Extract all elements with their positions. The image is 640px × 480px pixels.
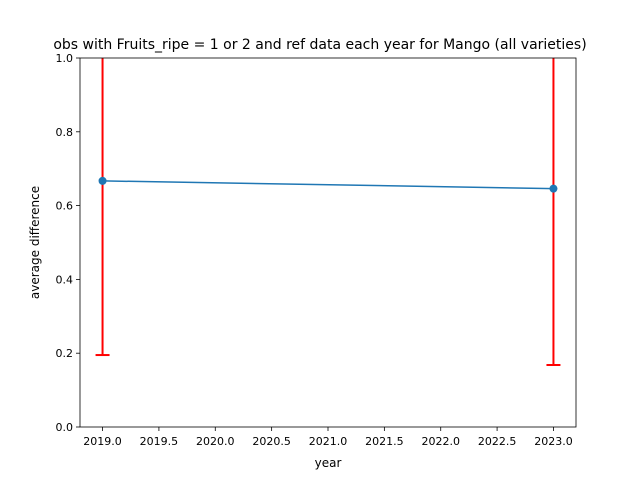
- plot-frame: [79, 57, 577, 428]
- plot-inner: [95, 58, 561, 367]
- x-tick-label-6: 2022.0: [421, 435, 460, 448]
- x-tick-label-8: 2023.0: [534, 435, 573, 448]
- x-tick-label-0: 2019.0: [83, 435, 122, 448]
- data-point-0-0: [98, 176, 107, 185]
- x-tick-label-5: 2021.5: [365, 435, 404, 448]
- y-tick-label-0: 0.0: [56, 421, 74, 434]
- y-axis: 0.0 0.2 0.4 0.6 0.8 1.0: [56, 52, 80, 434]
- x-axis: 2019.0 2019.5 2020.0 2020.5 2021.0 2021.5 2022…: [83, 427, 573, 448]
- x-axis-label: year: [315, 456, 342, 470]
- x-tick-label-2: 2020.0: [196, 435, 235, 448]
- series-line-0: [102, 180, 554, 190]
- y-tick-label-3: 0.6: [56, 200, 74, 213]
- x-tick-label-7: 2022.5: [478, 435, 517, 448]
- data-point-0-1: [549, 184, 558, 193]
- y-tick-label-4: 0.8: [56, 126, 74, 139]
- x-tick-label-3: 2020.5: [252, 435, 291, 448]
- x-tick-label-4: 2021.0: [309, 435, 348, 448]
- plot-area: [79, 57, 577, 428]
- y-tick-label-2: 0.4: [56, 273, 74, 286]
- x-tick-label-1: 2019.5: [140, 435, 179, 448]
- y-tick-label-1: 0.2: [56, 347, 74, 360]
- y-tick-label-5: 1.0: [56, 52, 74, 65]
- chart-title: obs with Fruits_ripe = 1 or 2 and ref da…: [53, 37, 586, 53]
- y-axis-label: average difference: [28, 186, 42, 299]
